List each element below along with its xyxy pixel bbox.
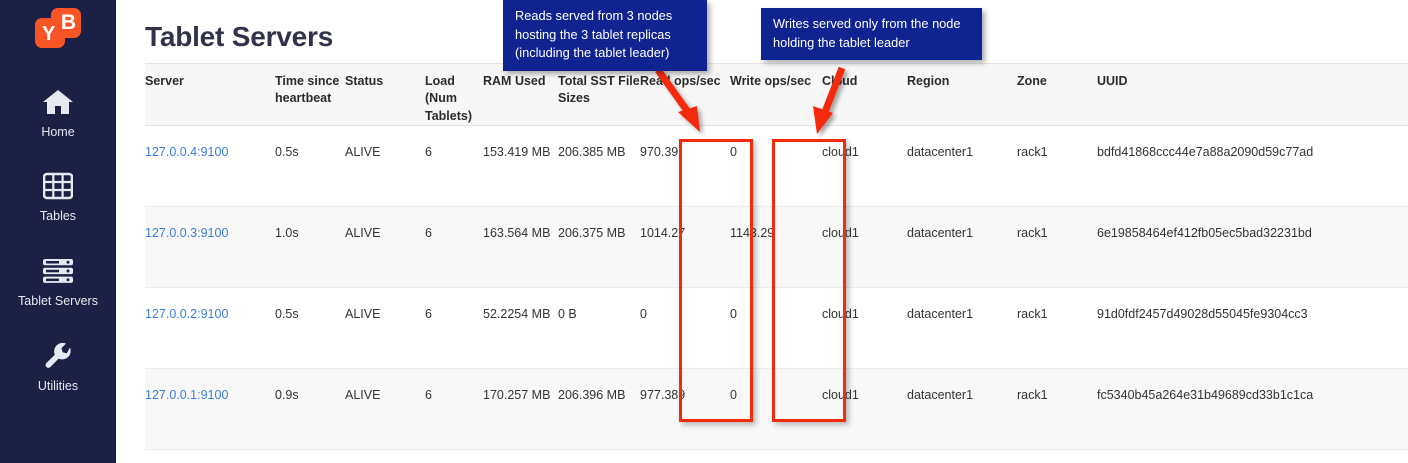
cell-load: 6	[425, 287, 483, 369]
cell-status: ALIVE	[345, 206, 425, 288]
cell-status: ALIVE	[345, 125, 425, 207]
cell-ram-used: 170.257 MB	[483, 368, 558, 450]
cell-sst-size: 206.375 MB	[558, 206, 640, 288]
cell-heartbeat: 1.0s	[275, 206, 345, 288]
cell-write-ops: 0	[730, 368, 822, 450]
cell-ram-used: 163.564 MB	[483, 206, 558, 288]
main-content: Tablet Servers Server Time since heartbe…	[116, 0, 1408, 463]
home-icon	[42, 86, 74, 118]
grid-table-icon	[43, 170, 73, 202]
cell-heartbeat: 0.5s	[275, 287, 345, 369]
cell-read-ops: 1014.27	[640, 206, 730, 288]
cell-uuid: 6e19858464ef412fb05ec5bad32231bd	[1097, 206, 1408, 288]
cell-ram-used: 52.2254 MB	[483, 287, 558, 369]
server-link[interactable]: 127.0.0.2:9100	[145, 306, 229, 321]
column-header-read-ops[interactable]: Read ops/sec	[640, 63, 730, 126]
cell-zone: rack1	[1017, 206, 1097, 288]
cell-region: datacenter1	[907, 368, 1017, 450]
cell-load: 6	[425, 368, 483, 450]
cell-status: ALIVE	[345, 368, 425, 450]
column-header-ram-used[interactable]: RAM Used	[483, 63, 558, 126]
logo-square-y	[35, 18, 65, 48]
column-header-zone[interactable]: Zone	[1017, 63, 1097, 126]
cell-server: 127.0.0.2:9100	[145, 287, 275, 369]
sidebar-item-utilities-label: Utilities	[37, 379, 79, 393]
cell-load: 6	[425, 206, 483, 288]
table-header-row: Server Time since heartbeat Status Load …	[145, 63, 1408, 126]
cell-heartbeat: 0.5s	[275, 125, 345, 207]
cell-ram-used: 153.419 MB	[483, 125, 558, 207]
column-header-server[interactable]: Server	[145, 63, 275, 126]
sidebar-item-tables-label: Tables	[39, 209, 77, 223]
cell-write-ops: 0	[730, 125, 822, 207]
server-link[interactable]: 127.0.0.3:9100	[145, 225, 229, 240]
tablet-servers-table: Server Time since heartbeat Status Load …	[145, 63, 1408, 450]
sidebar-item-home[interactable]: Home	[0, 86, 116, 139]
cell-zone: rack1	[1017, 287, 1097, 369]
column-header-uuid[interactable]: UUID	[1097, 63, 1408, 126]
cell-read-ops: 977.389	[640, 368, 730, 450]
logo-letter-y: Y	[42, 23, 56, 45]
page-title: Tablet Servers	[145, 21, 334, 52]
tablet-servers-table-container: Server Time since heartbeat Status Load …	[145, 63, 1408, 450]
server-link[interactable]: 127.0.0.4:9100	[145, 144, 229, 159]
cell-read-ops: 970.39	[640, 125, 730, 207]
cell-heartbeat: 0.9s	[275, 368, 345, 450]
table-row: 127.0.0.3:9100 1.0s ALIVE 6 163.564 MB 2…	[145, 206, 1408, 288]
sidebar-item-utilities[interactable]: Utilities	[0, 340, 116, 393]
writes-annotation-box: Writes served only from the node holding…	[761, 8, 982, 61]
cell-uuid: 91d0fdf2457d49028d55045fe9304cc3	[1097, 287, 1408, 369]
cell-uuid: fc5340b45a264e31b49689cd33b1c1ca	[1097, 368, 1408, 450]
sidebar-item-home-label: Home	[41, 125, 75, 139]
column-header-heartbeat[interactable]: Time since heartbeat	[275, 63, 345, 126]
logo-letter-b: B	[60, 11, 76, 34]
column-header-sst-size[interactable]: Total SST File Sizes	[558, 63, 640, 126]
sidebar: B Y Home Tables	[0, 0, 116, 463]
write-ops-highlight-box	[772, 139, 846, 422]
cell-load: 6	[425, 125, 483, 207]
server-rack-icon	[41, 255, 75, 287]
column-header-region[interactable]: Region	[907, 63, 1017, 126]
cell-server: 127.0.0.4:9100	[145, 125, 275, 207]
cell-read-ops: 0	[640, 287, 730, 369]
cell-sst-size: 206.385 MB	[558, 125, 640, 207]
wrench-icon	[43, 340, 73, 372]
table-row: 127.0.0.2:9100 0.5s ALIVE 6 52.2254 MB 0…	[145, 287, 1408, 369]
cell-cloud: cloud1	[822, 287, 907, 369]
cell-sst-size: 0 B	[558, 287, 640, 369]
cell-region: datacenter1	[907, 125, 1017, 207]
reads-annotation-box: Reads served from 3 nodes hosting the 3 …	[503, 0, 707, 71]
cell-write-ops: 0	[730, 287, 822, 369]
column-header-status[interactable]: Status	[345, 63, 425, 126]
cell-cloud: cloud1	[822, 206, 907, 288]
sidebar-item-tablet-servers[interactable]: Tablet Servers	[0, 255, 116, 308]
cell-zone: rack1	[1017, 368, 1097, 450]
cell-server: 127.0.0.3:9100	[145, 206, 275, 288]
read-ops-highlight-box	[679, 139, 753, 422]
cell-cloud: cloud1	[822, 125, 907, 207]
table-row: 127.0.0.4:9100 0.5s ALIVE 6 153.419 MB 2…	[145, 125, 1408, 207]
cell-uuid: bdfd41868ccc44e7a88a2090d59c77ad	[1097, 125, 1408, 207]
cell-region: datacenter1	[907, 206, 1017, 288]
sidebar-item-tables[interactable]: Tables	[0, 170, 116, 223]
table-row: 127.0.0.1:9100 0.9s ALIVE 6 170.257 MB 2…	[145, 368, 1408, 450]
sidebar-item-tablet-servers-label: Tablet Servers	[18, 294, 98, 308]
cell-region: datacenter1	[907, 287, 1017, 369]
cell-zone: rack1	[1017, 125, 1097, 207]
column-header-load[interactable]: Load (Num Tablets)	[425, 63, 483, 126]
column-header-cloud[interactable]: Cloud	[822, 63, 907, 126]
server-link[interactable]: 127.0.0.1:9100	[145, 387, 229, 402]
column-header-write-ops[interactable]: Write ops/sec	[730, 63, 822, 126]
cell-status: ALIVE	[345, 287, 425, 369]
cell-cloud: cloud1	[822, 368, 907, 450]
yugabyte-logo[interactable]: B Y	[0, 8, 116, 50]
cell-sst-size: 206.396 MB	[558, 368, 640, 450]
cell-server: 127.0.0.1:9100	[145, 368, 275, 450]
cell-write-ops: 1143.29	[730, 206, 822, 288]
